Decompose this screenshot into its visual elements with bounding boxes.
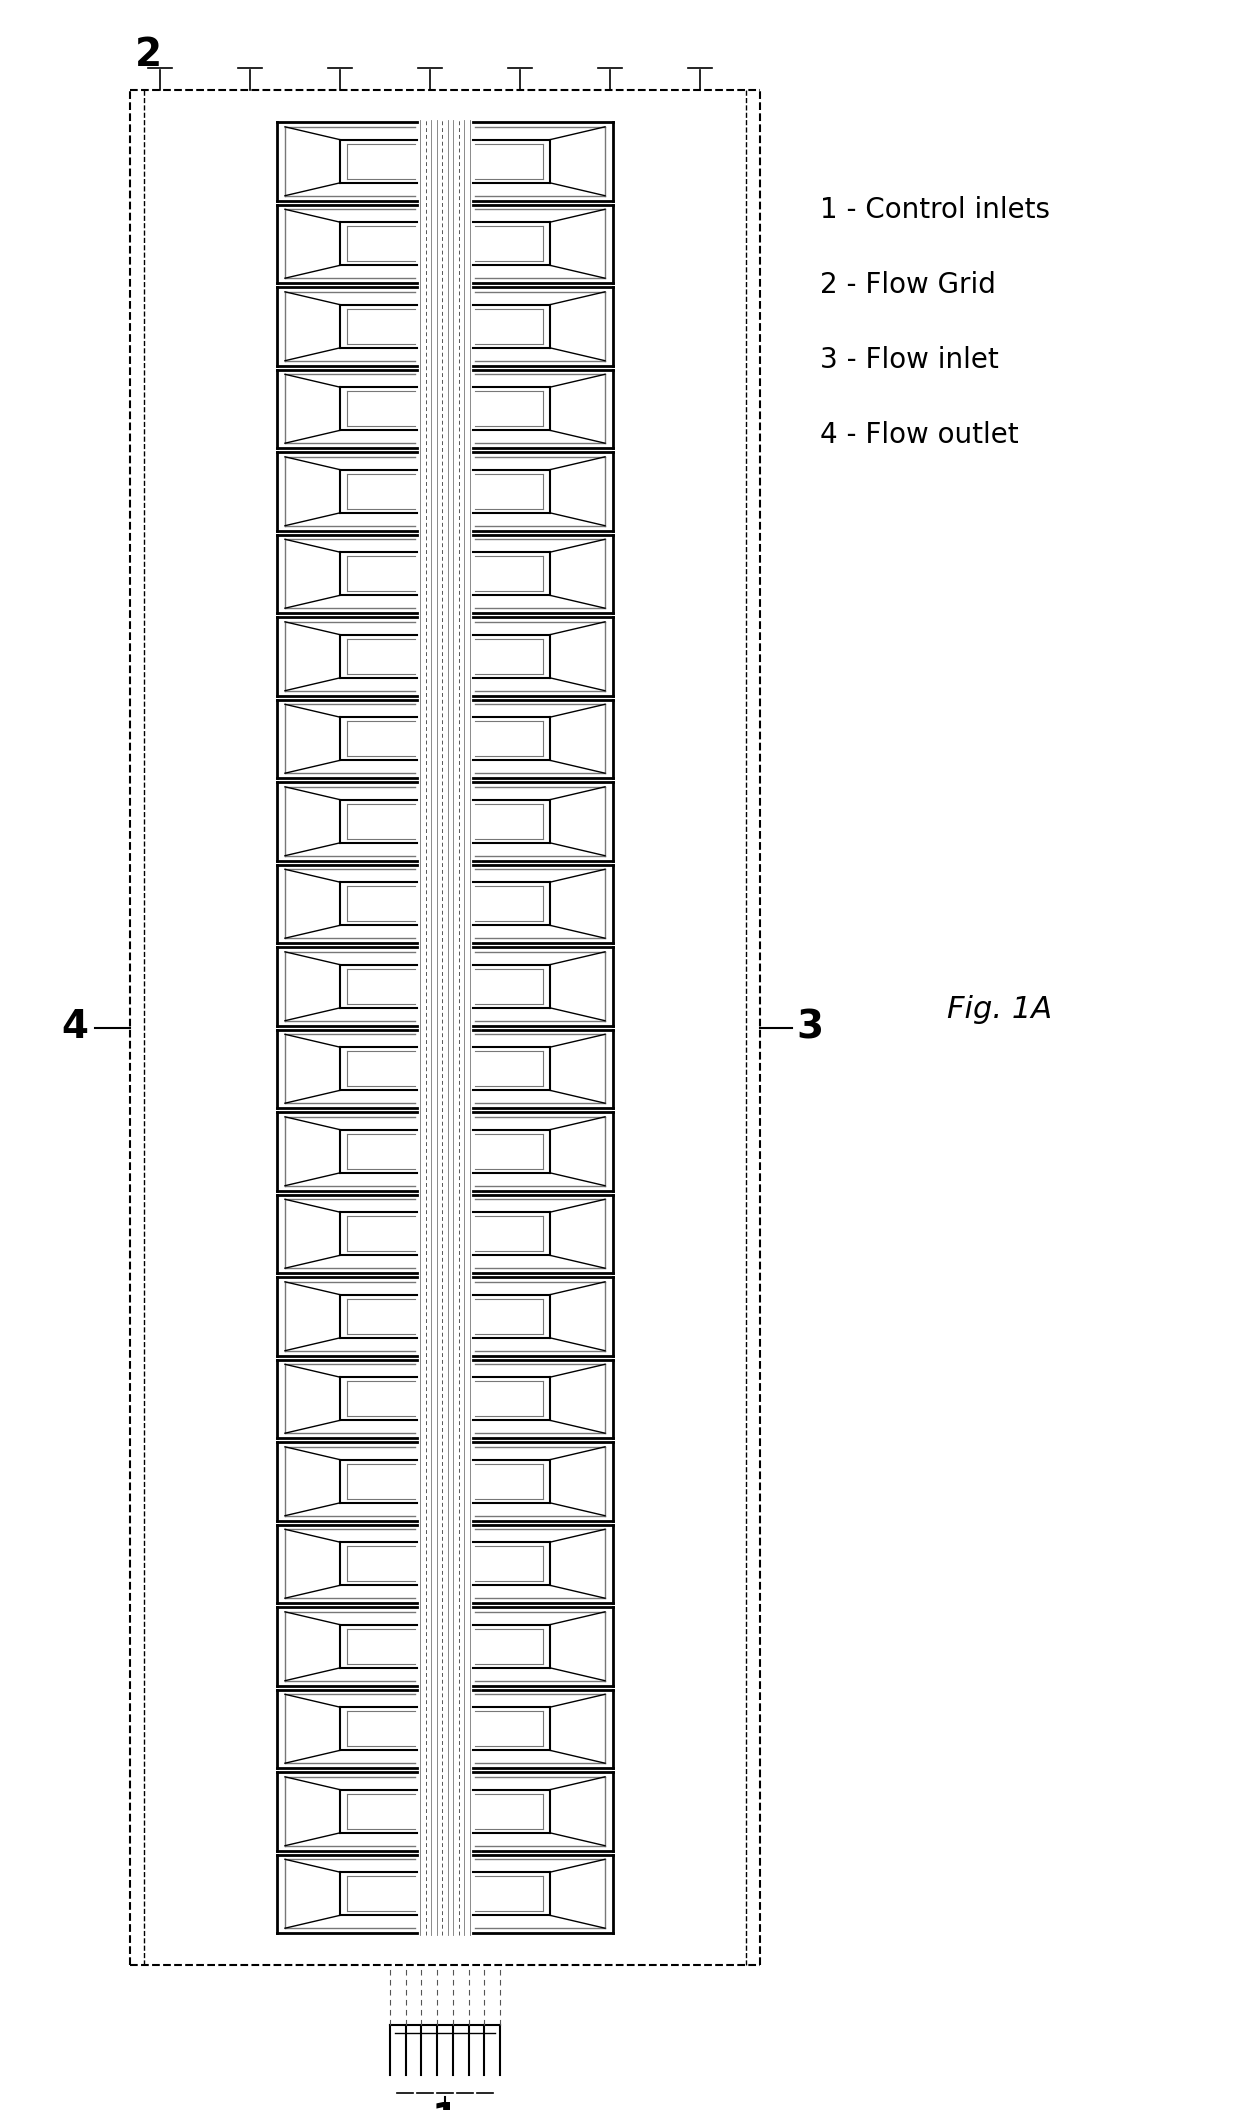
Text: Fig. 1A: Fig. 1A	[947, 996, 1053, 1025]
Text: 1: 1	[432, 2102, 459, 2110]
Text: 4 - Flow outlet: 4 - Flow outlet	[820, 422, 1018, 449]
Text: 4: 4	[62, 1009, 88, 1047]
Text: 3 - Flow inlet: 3 - Flow inlet	[820, 346, 998, 373]
Text: 2: 2	[135, 36, 162, 74]
Text: 1 - Control inlets: 1 - Control inlets	[820, 196, 1050, 224]
Text: 3: 3	[796, 1009, 823, 1047]
Text: 2 - Flow Grid: 2 - Flow Grid	[820, 270, 996, 300]
